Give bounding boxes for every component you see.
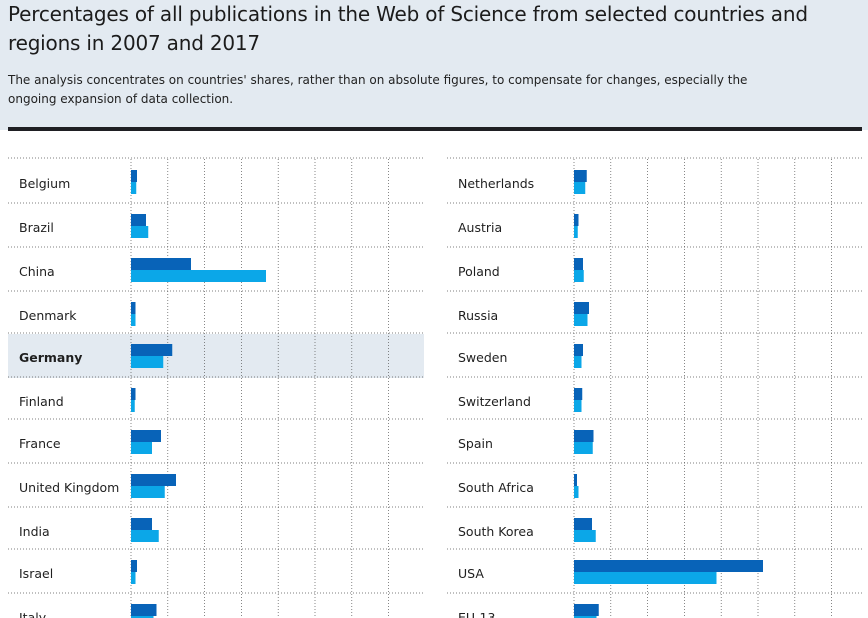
bar-series-1: [574, 214, 579, 226]
category-label: Spain: [458, 436, 493, 451]
category-label: Israel: [19, 566, 53, 581]
page-title: Percentages of all publications in the W…: [8, 2, 808, 55]
category-label: South Korea: [458, 524, 534, 539]
bar-series-1: [131, 214, 146, 226]
category-label: Poland: [458, 264, 500, 279]
bar-series-2: [131, 314, 136, 326]
category-label: Italy: [19, 610, 47, 618]
bar-series-2: [574, 400, 582, 412]
bar-series-1: [574, 430, 594, 442]
page-subtitle: The analysis concentrates on countries' …: [8, 73, 748, 106]
category-label: United Kingdom: [19, 480, 119, 495]
bar-series-2: [131, 530, 159, 542]
bar-series-2: [131, 400, 135, 412]
bar-series-2: [574, 486, 579, 498]
category-label: Germany: [19, 350, 82, 365]
category-label: USA: [458, 566, 484, 581]
bar-series-1: [574, 302, 589, 314]
category-label: India: [19, 524, 50, 539]
highlight-row: [8, 334, 424, 378]
category-label: South Africa: [458, 480, 534, 495]
header-divider: [8, 127, 862, 131]
bar-series-1: [131, 302, 136, 314]
bar-series-1: [574, 388, 583, 400]
bar-series-1: [131, 430, 161, 442]
bar-series-1: [574, 474, 577, 486]
bar-series-2: [574, 616, 597, 618]
category-label: Finland: [19, 394, 64, 409]
bar-series-1: [131, 518, 152, 530]
bar-series-1: [574, 604, 599, 616]
category-label: France: [19, 436, 61, 451]
bar-series-2: [131, 182, 137, 194]
bar-series-2: [574, 356, 582, 368]
category-label: China: [19, 264, 55, 279]
category-label: Netherlands: [458, 176, 534, 191]
bar-series-2: [131, 486, 165, 498]
category-label: Brazil: [19, 220, 54, 235]
category-label: Switzerland: [458, 394, 531, 409]
bar-series-1: [131, 344, 173, 356]
bar-series-2: [574, 314, 588, 326]
bar-series-2: [131, 356, 164, 368]
bar-series-1: [131, 604, 157, 616]
category-label: EU-13: [458, 610, 495, 618]
bar-series-1: [131, 170, 137, 182]
bar-series-1: [131, 560, 137, 572]
bar-series-2: [574, 442, 593, 454]
bar-series-2: [574, 572, 717, 584]
category-label: Sweden: [458, 350, 507, 365]
bar-series-2: [131, 226, 149, 238]
bar-series-1: [574, 518, 592, 530]
bar-series-1: [131, 474, 176, 486]
bar-series-1: [574, 344, 583, 356]
bar-series-1: [131, 388, 136, 400]
bar-series-2: [574, 530, 596, 542]
bar-series-1: [574, 560, 763, 572]
bar-series-2: [574, 270, 584, 282]
bar-series-2: [131, 270, 266, 282]
bar-series-2: [131, 442, 152, 454]
bar-series-2: [131, 572, 136, 584]
bar-series-1: [131, 258, 191, 270]
header: Percentages of all publications in the W…: [0, 0, 868, 130]
bar-series-2: [574, 182, 586, 194]
category-label: Austria: [458, 220, 502, 235]
category-label: Denmark: [19, 308, 77, 323]
bar-series-2: [574, 226, 578, 238]
bar-series-1: [574, 170, 587, 182]
category-label: Belgium: [19, 176, 70, 191]
category-label: Russia: [458, 308, 498, 323]
bar-series-2: [131, 616, 154, 618]
bar-series-1: [574, 258, 583, 270]
